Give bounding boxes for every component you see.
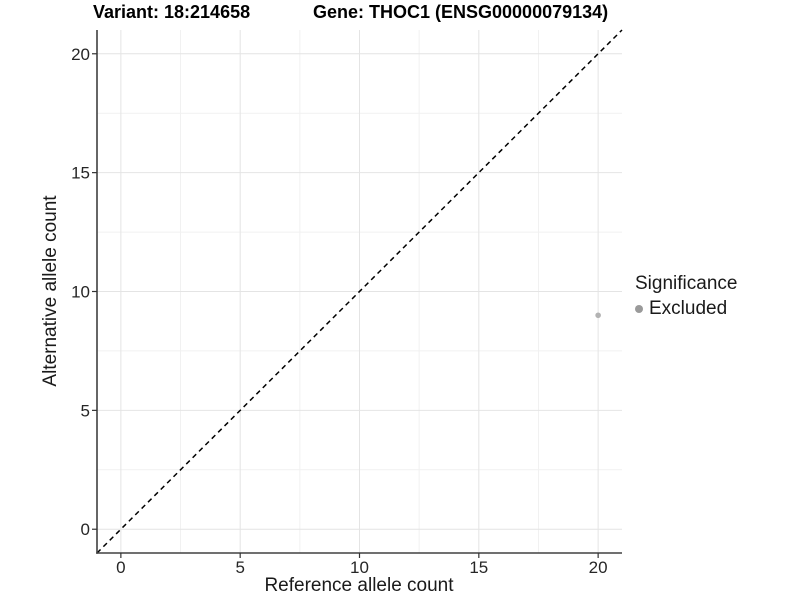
y-axis-title: Alternative allele count [40,195,61,387]
legend-title: Significance [635,273,738,294]
plot-title-gene: Gene: THOC1 (ENSG00000079134) [313,2,609,22]
y-tick-label: 10 [71,283,90,302]
plot-title-variant: Variant: 18:214658 [93,2,251,22]
x-tick-label: 20 [589,558,608,577]
x-tick-label: 15 [469,558,488,577]
x-tick-label: 0 [116,558,125,577]
x-axis-title: Reference allele count [264,575,454,596]
legend-items: Excluded [635,298,737,320]
legend: Significance Excluded [635,273,737,320]
x-tick-label: 10 [350,558,369,577]
identity-line [96,29,623,554]
legend-key-dot-icon [635,304,643,313]
x-tick-label: 5 [235,558,244,577]
legend-item: Excluded [635,298,737,320]
y-tick-label: 20 [71,45,90,64]
y-tick-label: 5 [81,401,90,420]
y-tick-label: 0 [81,520,90,539]
data-point [595,312,601,319]
legend-item-label: Excluded [649,297,728,319]
y-tick-label: 15 [71,164,90,183]
